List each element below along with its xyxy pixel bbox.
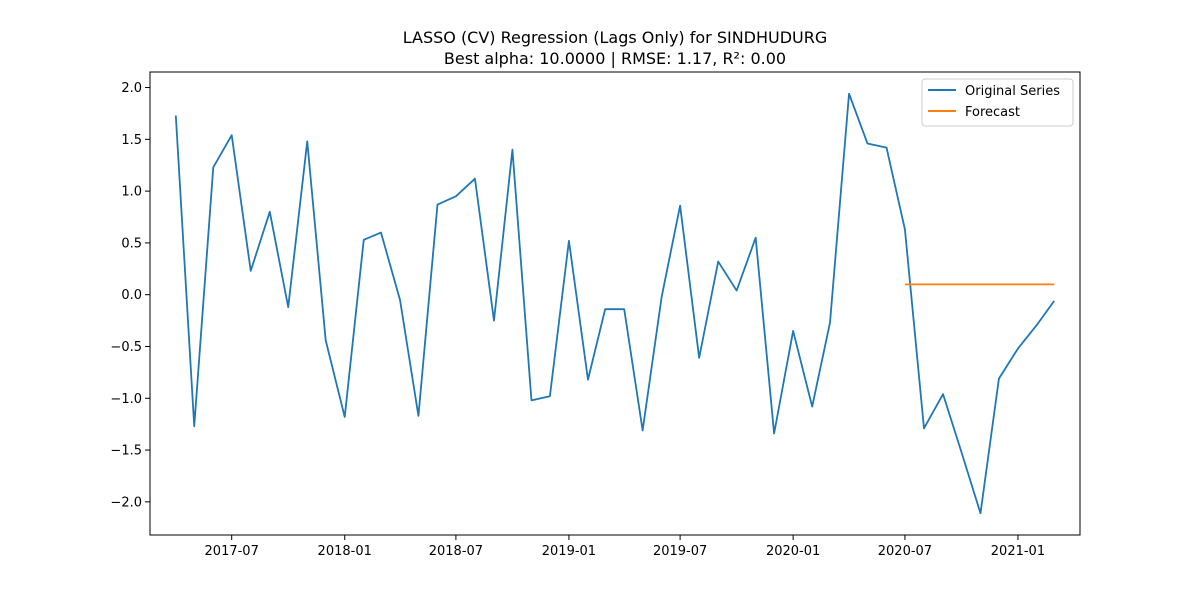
x-tick-label: 2017-07 bbox=[205, 544, 259, 559]
legend-label-original-series: Original Series bbox=[965, 84, 1060, 99]
chart-subtitle: Best alpha: 10.0000 | RMSE: 1.17, R²: 0.… bbox=[444, 49, 786, 68]
x-tick-label: 2019-07 bbox=[653, 544, 707, 559]
x-tick-label: 2018-07 bbox=[429, 544, 483, 559]
y-tick-label: 0.0 bbox=[121, 288, 142, 303]
legend: Original Series Forecast bbox=[921, 78, 1074, 127]
y-tick-label: 0.5 bbox=[121, 236, 142, 251]
y-tick-label: −2.0 bbox=[110, 495, 142, 510]
plot-frame bbox=[149, 71, 1081, 536]
y-axis: −2.0 −1.5 −1.0 −0.5 0.0 0.5 1.0 1.5 2.0 bbox=[110, 81, 150, 510]
y-tick-label: −1.0 bbox=[110, 392, 142, 407]
y-tick-label: 2.0 bbox=[121, 81, 142, 96]
x-axis: 2017-07 2018-01 2018-07 2019-01 2019-07 2020-… bbox=[205, 535, 1045, 559]
legend-label-forecast: Forecast bbox=[965, 105, 1020, 120]
y-tick-label: 1.0 bbox=[121, 185, 142, 200]
legend-box bbox=[921, 78, 1074, 127]
y-tick-label: −1.5 bbox=[110, 444, 142, 459]
series-layer bbox=[174, 92, 1055, 515]
x-tick-label: 2021-01 bbox=[991, 544, 1045, 559]
chart-title: LASSO (CV) Regression (Lags Only) for SI… bbox=[403, 28, 828, 47]
y-tick-label: 1.5 bbox=[121, 133, 142, 148]
series-line-original-series bbox=[174, 92, 1055, 515]
x-tick-label: 2019-01 bbox=[542, 544, 596, 559]
x-tick-label: 2018-01 bbox=[318, 544, 372, 559]
x-tick-label: 2020-07 bbox=[878, 544, 932, 559]
y-tick-label: −0.5 bbox=[110, 340, 142, 355]
x-tick-label: 2020-01 bbox=[766, 544, 820, 559]
